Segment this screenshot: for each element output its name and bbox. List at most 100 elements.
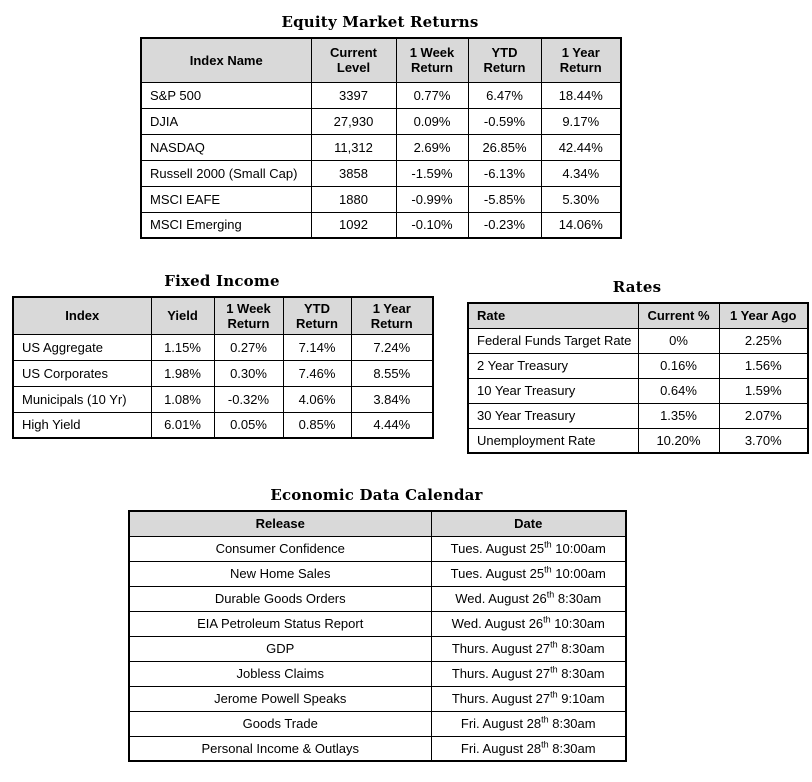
year-ago-cell: 2.07%	[718, 402, 809, 429]
column-header-release: Release	[128, 510, 432, 537]
equity-section: Equity Market Returns Index Name Current…	[140, 12, 622, 239]
date-cell: Thurs. August 27th 8:30am	[430, 635, 627, 662]
calendar-header-row: Release Date	[128, 510, 627, 537]
release-cell: Goods Trade	[128, 710, 432, 737]
release-cell: Personal Income & Outlays	[128, 735, 432, 762]
rate-name-cell: 10 Year Treasury	[467, 377, 639, 404]
week-return-cell: -1.59%	[395, 159, 469, 187]
current-level-cell: 27,930	[310, 107, 397, 135]
date-cell: Thurs. August 27th 8:30am	[430, 660, 627, 687]
rates-table: Rate Current % 1 Year Ago Federal Funds …	[467, 302, 809, 454]
release-cell: GDP	[128, 635, 432, 662]
ytd-return-cell: 7.46%	[282, 359, 352, 387]
ytd-return-cell: 6.47%	[467, 81, 542, 109]
year-ago-cell: 1.59%	[718, 377, 809, 404]
table-row-msci-emerging: MSCI Emerging 1092 -0.10% -0.23% 14.06%	[140, 211, 622, 239]
date-text: Thurs. August 27	[451, 691, 551, 706]
table-row-msci-eafe: MSCI EAFE 1880 -0.99% -5.85% 5.30%	[140, 185, 622, 213]
date-cell: Wed. August 26th 8:30am	[430, 585, 627, 612]
date-time: 8:30am	[557, 666, 605, 681]
ytd-return-cell: 4.06%	[282, 385, 352, 413]
date-ordinal: th	[550, 639, 558, 650]
economic-calendar-title: Economic Data Calendar	[270, 486, 483, 504]
date-time: 10:00am	[551, 566, 606, 581]
year-ago-cell: 2.25%	[718, 327, 809, 354]
index-cell: US Aggregate	[12, 333, 152, 361]
table-row-30-year-treasury: 30 Year Treasury 1.35% 2.07%	[467, 402, 809, 429]
equity-table: Index Name Current Level 1 Week Return Y…	[140, 37, 622, 239]
economic-calendar-section: Economic Data Calendar Release Date Cons…	[128, 485, 627, 762]
year-ago-cell: 3.70%	[718, 427, 809, 454]
release-cell: Jobless Claims	[128, 660, 432, 687]
column-header-ytd-return: YTD Return	[467, 37, 542, 83]
date-ordinal: th	[544, 564, 552, 575]
ytd-return-cell: -0.59%	[467, 107, 542, 135]
yield-cell: 1.15%	[150, 333, 215, 361]
table-row-2-year-treasury: 2 Year Treasury 0.16% 1.56%	[467, 352, 809, 379]
fixed-income-table-title: Fixed Income	[164, 272, 280, 290]
current-percent-cell: 0%	[637, 327, 720, 354]
ytd-return-cell: -5.85%	[467, 185, 542, 213]
week-return-cell: -0.10%	[395, 211, 469, 239]
table-row-sp500: S&P 500 3397 0.77% 6.47% 18.44%	[140, 81, 622, 109]
year-return-cell: 4.44%	[350, 411, 434, 439]
date-text: Fri. August 28	[460, 740, 542, 756]
table-row-jerome-powell-speaks: Jerome Powell Speaks Thurs. August 27th …	[128, 685, 627, 712]
table-row-goods-trade: Goods Trade Fri. August 28th 8:30am	[128, 710, 627, 737]
release-cell: Consumer Confidence	[128, 535, 432, 562]
ytd-return-cell: -6.13%	[467, 159, 542, 187]
year-return-cell: 3.84%	[350, 385, 434, 413]
date-text: Tues. August 25	[450, 541, 545, 556]
date-time: 8:30am	[548, 740, 596, 756]
date-ordinal: th	[541, 714, 549, 725]
fixed-income-table: Index Yield 1 Week Return YTD Return 1 Y…	[12, 296, 434, 439]
table-row-us-corporates: US Corporates 1.98% 0.30% 7.46% 8.55%	[12, 359, 434, 387]
column-header-index-name: Index Name	[140, 37, 312, 83]
column-header-current-level: Current Level	[310, 37, 397, 83]
date-ordinal: th	[544, 539, 552, 550]
table-row-10-year-treasury: 10 Year Treasury 0.64% 1.59%	[467, 377, 809, 404]
table-row-nasdaq: NASDAQ 11,312 2.69% 26.85% 42.44%	[140, 133, 622, 161]
equity-table-title: Equity Market Returns	[281, 13, 479, 31]
column-header-rate: Rate	[467, 302, 639, 329]
index-name-cell: S&P 500	[140, 81, 312, 109]
current-level-cell: 1092	[310, 211, 397, 239]
date-text: Thurs. August 27	[451, 666, 551, 681]
date-ordinal: th	[543, 614, 551, 625]
current-percent-cell: 10.20%	[637, 427, 720, 454]
index-name-cell: MSCI EAFE	[140, 185, 312, 213]
current-level-cell: 1880	[310, 185, 397, 213]
year-return-cell: 4.34%	[540, 159, 622, 187]
date-ordinal: th	[550, 689, 558, 700]
column-header-1-week-return: 1 Week Return	[395, 37, 469, 83]
week-return-cell: 0.77%	[395, 81, 469, 109]
date-time: 10:30am	[550, 616, 605, 631]
table-row-municipals: Municipals (10 Yr) 1.08% -0.32% 4.06% 3.…	[12, 385, 434, 413]
date-ordinal: th	[546, 589, 555, 600]
column-header-1-year-return: 1 Year Return	[540, 37, 622, 83]
release-cell: Durable Goods Orders	[128, 585, 432, 612]
year-return-cell: 9.17%	[540, 107, 622, 135]
rate-name-cell: 2 Year Treasury	[467, 352, 639, 379]
rates-header-row: Rate Current % 1 Year Ago	[467, 302, 809, 329]
column-header-date: Date	[430, 510, 627, 537]
index-name-cell: MSCI Emerging	[140, 211, 312, 239]
date-time: 8:30am	[557, 641, 605, 656]
rate-name-cell: Federal Funds Target Rate	[467, 327, 639, 354]
date-cell: Tues. August 25th 10:00am	[430, 560, 627, 587]
date-text: Tues. August 25	[450, 566, 545, 581]
column-header-yield: Yield	[150, 296, 215, 335]
table-row-high-yield: High Yield 6.01% 0.05% 0.85% 4.44%	[12, 411, 434, 439]
rate-name-cell: 30 Year Treasury	[467, 402, 639, 429]
rates-table-title: Rates	[612, 278, 662, 296]
current-level-cell: 3858	[310, 159, 397, 187]
date-cell: Fri. August 28th 8:30am	[430, 710, 627, 737]
ytd-return-cell: 26.85%	[467, 133, 542, 161]
yield-cell: 1.98%	[150, 359, 215, 387]
ytd-return-cell: -0.23%	[467, 211, 542, 239]
fixed-income-header-row: Index Yield 1 Week Return YTD Return 1 Y…	[12, 296, 434, 335]
date-text: Wed. August 26	[455, 591, 547, 606]
column-header-ytd-return: YTD Return	[282, 296, 352, 335]
date-text: Thurs. August 27	[451, 641, 551, 656]
